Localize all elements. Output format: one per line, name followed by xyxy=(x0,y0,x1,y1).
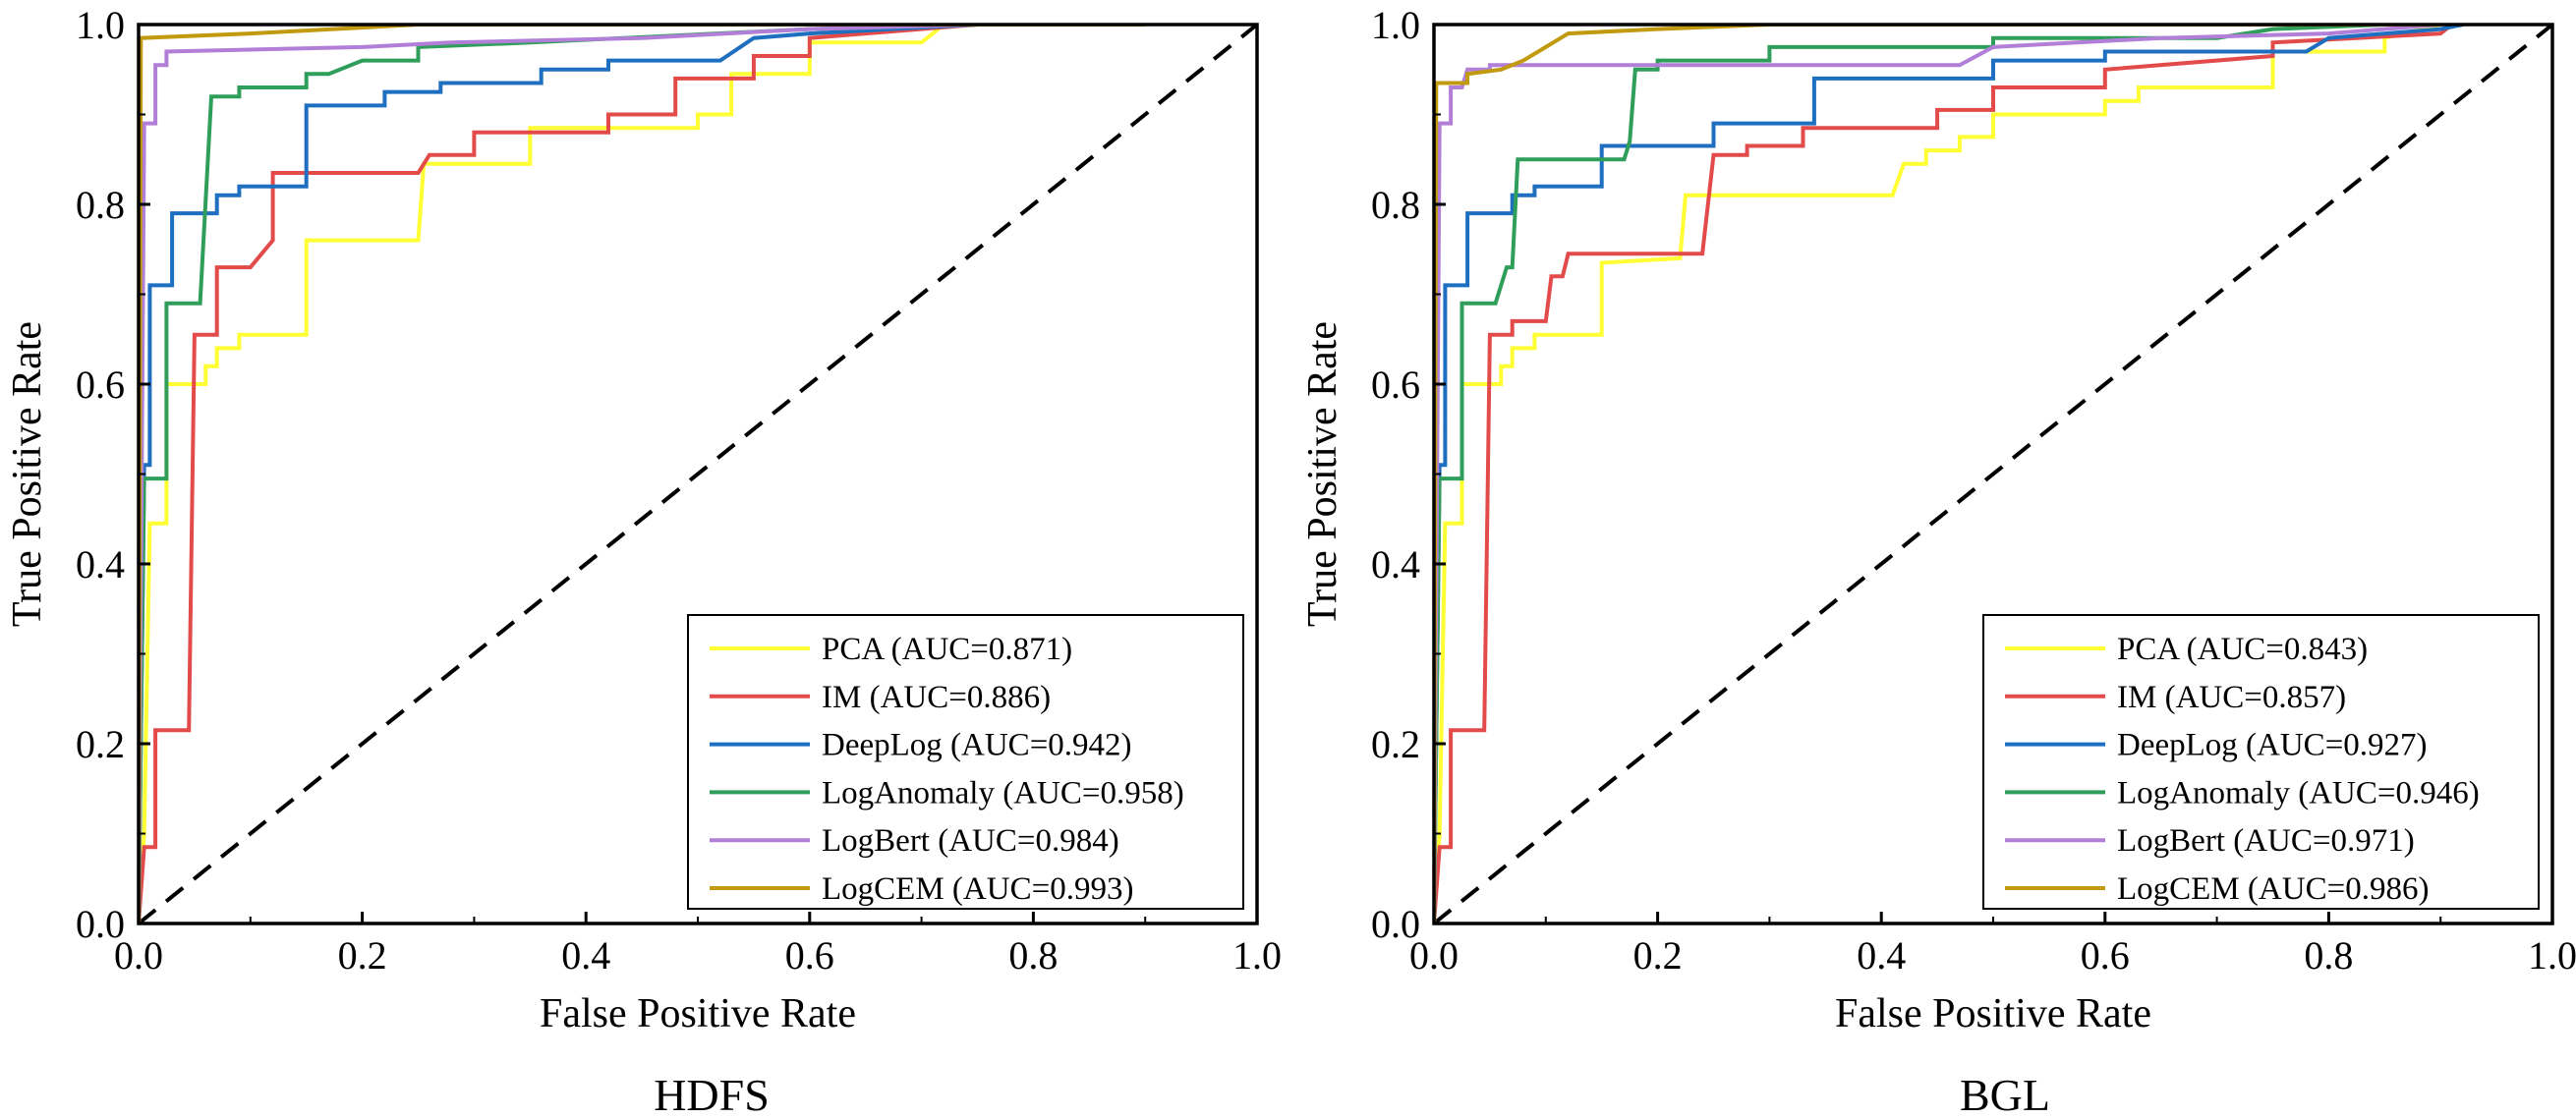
hdfs-x-tick-label: 0.8 xyxy=(1008,933,1058,978)
hdfs-y-tick-label: 1.0 xyxy=(76,3,125,47)
hdfs-legend-label-logbert: LogBert (AUC=0.984) xyxy=(822,823,1119,859)
hdfs-y-tick-label: 0.0 xyxy=(76,902,125,946)
bgl-y-tick-label: 0.4 xyxy=(1371,542,1420,587)
bgl-curve-deeplog xyxy=(1434,25,2464,923)
hdfs-legend-label-logcem: LogCEM (AUC=0.993) xyxy=(822,871,1133,907)
bgl-y-tick-label: 0.0 xyxy=(1371,902,1420,946)
bgl-plot-frame xyxy=(1432,23,2554,925)
hdfs-x-axis-title: False Positive Rate xyxy=(540,991,856,1036)
hdfs-y-tick-label: 0.8 xyxy=(76,183,125,227)
bgl-y-tick-label: 0.8 xyxy=(1371,183,1420,227)
bgl-curve-loganomaly xyxy=(1434,25,2385,923)
hdfs-curve-loganomaly xyxy=(139,25,978,923)
bgl-x-tick-label: 1.0 xyxy=(2528,933,2576,978)
panel-caption-bgl: BGL xyxy=(1960,1070,2050,1119)
bgl-legend-box xyxy=(1982,614,2540,910)
hdfs-legend-label-pca: PCA (AUC=0.871) xyxy=(822,632,1072,667)
bgl-x-tick-label: 0.8 xyxy=(2304,933,2353,978)
bgl-roc-panel: 0.0 0.2 0.4 0.6 0.8 1.0 0.0 0.2 0.4 0.6 0.8 1.0 Fals… xyxy=(1300,3,2576,1036)
bgl-x-tick-label: 0.6 xyxy=(2081,933,2130,978)
bgl-curve-pca xyxy=(1434,25,2441,923)
hdfs-legend-label-deeplog: DeepLog (AUC=0.942) xyxy=(822,728,1132,763)
hdfs-y-tick-label: 0.2 xyxy=(76,722,125,766)
hdfs-legend-label-loganomaly: LogAnomaly (AUC=0.958) xyxy=(822,775,1184,811)
bgl-y-tick-label: 0.2 xyxy=(1371,722,1420,766)
hdfs-curve-logbert xyxy=(139,25,978,923)
bgl-legend-label-logbert: LogBert (AUC=0.971) xyxy=(2117,823,2415,859)
hdfs-curve-im xyxy=(139,25,978,923)
hdfs-x-tick-label: 0.6 xyxy=(785,933,834,978)
hdfs-y-axis-title: True Positive Rate xyxy=(5,321,50,627)
bgl-legend-label-loganomaly: LogAnomaly (AUC=0.946) xyxy=(2117,775,2480,811)
bgl-legend-label-im: IM (AUC=0.857) xyxy=(2117,680,2346,715)
bgl-x-tick-label: 0.4 xyxy=(1857,933,1906,978)
hdfs-x-tick-label: 0.0 xyxy=(114,933,163,978)
hdfs-legend: PCA (AUC=0.871) IM (AUC=0.886) DeepLog (AU… xyxy=(687,614,1244,910)
bgl-curve-im xyxy=(1434,25,2453,923)
bgl-y-axis-title: True Positive Rate xyxy=(1300,321,1345,627)
bgl-legend: PCA (AUC=0.843) IM (AUC=0.857) DeepLog (AU… xyxy=(1982,614,2540,910)
hdfs-diagonal-reference-line xyxy=(137,23,1259,925)
hdfs-legend-label-im: IM (AUC=0.886) xyxy=(822,680,1051,715)
hdfs-x-tick-label: 0.4 xyxy=(561,933,610,978)
bgl-x-axis-title: False Positive Rate xyxy=(1835,991,2151,1036)
hdfs-legend-box xyxy=(687,614,1244,910)
bgl-y-tick-label: 1.0 xyxy=(1371,3,1420,47)
bgl-curve-logcem xyxy=(1434,25,2441,923)
bgl-curves xyxy=(1434,25,2464,923)
bgl-legend-label-pca: PCA (AUC=0.843) xyxy=(2117,632,2368,667)
bgl-legend-label-deeplog: DeepLog (AUC=0.927) xyxy=(2117,728,2428,763)
bgl-diagonal-reference-line xyxy=(1432,23,2554,925)
hdfs-curve-pca xyxy=(139,25,1146,923)
hdfs-x-tick-label: 0.2 xyxy=(338,933,387,978)
hdfs-y-tick-label: 0.4 xyxy=(76,542,125,587)
hdfs-roc-panel: 0.0 0.2 0.4 0.6 0.8 1.0 0.0 0.2 0.4 0.6 0.8 1.0 Fals… xyxy=(5,3,1282,1036)
bgl-curve-logbert xyxy=(1434,25,2441,923)
bgl-x-tick-label: 0.0 xyxy=(1409,933,1459,978)
hdfs-curve-deeplog xyxy=(139,25,978,923)
panel-caption-hdfs: HDFS xyxy=(654,1070,770,1119)
hdfs-plot-frame xyxy=(137,23,1259,925)
bgl-legend-label-logcem: LogCEM (AUC=0.986) xyxy=(2117,871,2429,907)
bgl-y-tick-label: 0.6 xyxy=(1371,363,1420,407)
bgl-x-tick-label: 0.2 xyxy=(1633,933,1683,978)
hdfs-x-tick-label: 1.0 xyxy=(1232,933,1282,978)
hdfs-y-tick-label: 0.6 xyxy=(76,363,125,407)
